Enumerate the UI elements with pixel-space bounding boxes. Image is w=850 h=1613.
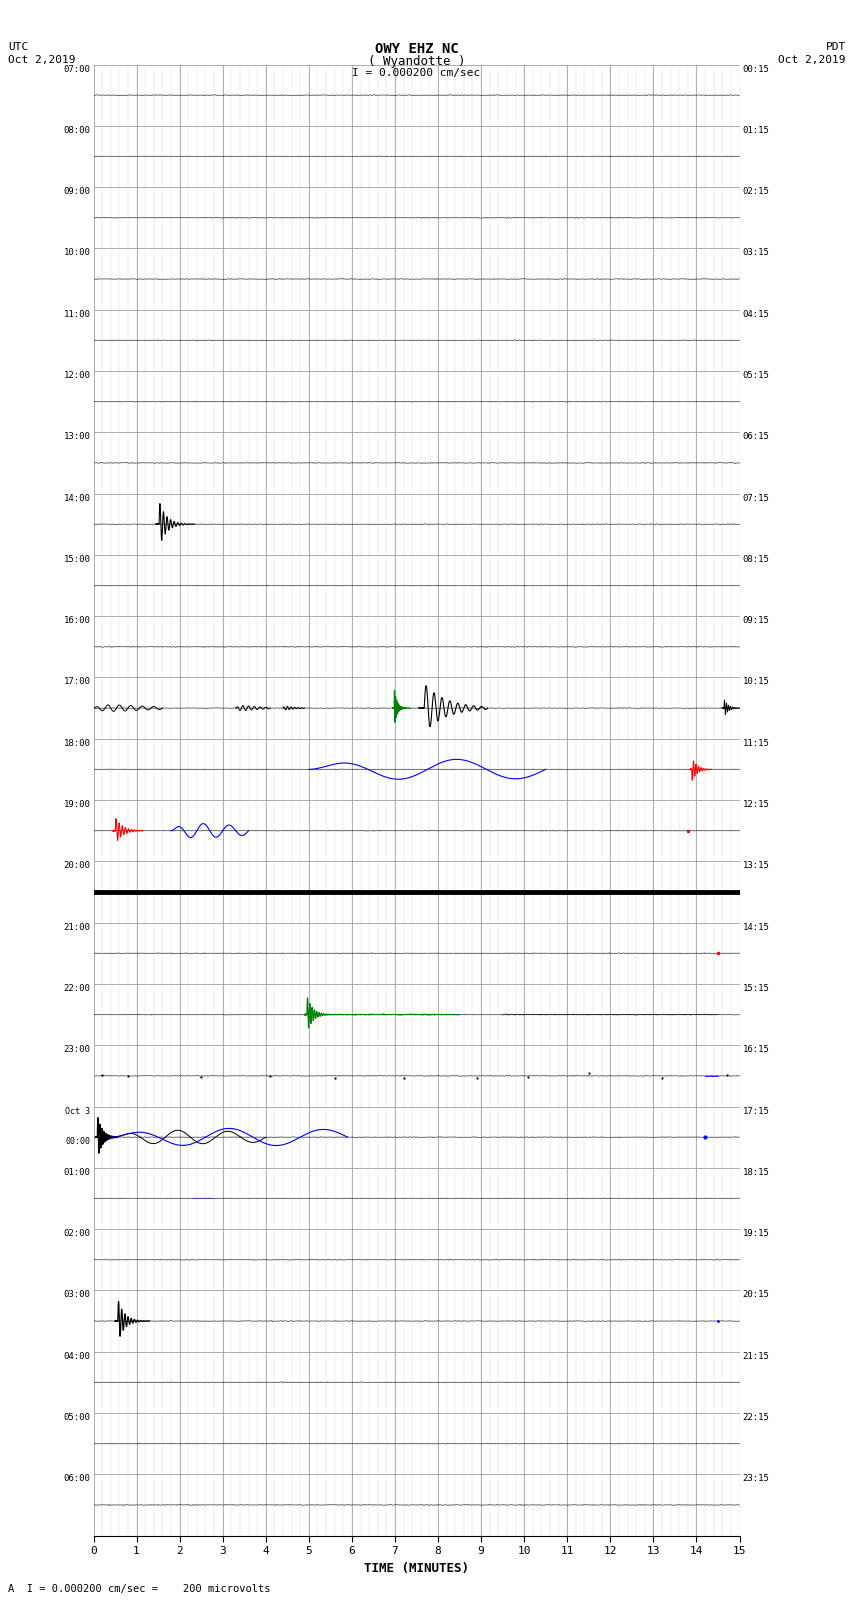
Text: Oct 3: Oct 3: [65, 1107, 90, 1116]
Text: 13:15: 13:15: [743, 861, 769, 871]
Text: 14:00: 14:00: [64, 494, 90, 503]
Text: 22:00: 22:00: [64, 984, 90, 994]
Text: 22:15: 22:15: [743, 1413, 769, 1423]
Text: 11:00: 11:00: [64, 310, 90, 319]
X-axis label: TIME (MINUTES): TIME (MINUTES): [364, 1561, 469, 1574]
Text: 04:00: 04:00: [64, 1352, 90, 1361]
Text: 15:15: 15:15: [743, 984, 769, 994]
Text: 06:00: 06:00: [64, 1474, 90, 1484]
Text: 18:00: 18:00: [64, 739, 90, 748]
Text: 00:00: 00:00: [65, 1137, 90, 1147]
Text: 12:15: 12:15: [743, 800, 769, 810]
Text: 15:00: 15:00: [64, 555, 90, 565]
Text: 20:00: 20:00: [64, 861, 90, 871]
Text: 19:15: 19:15: [743, 1229, 769, 1239]
Text: 16:00: 16:00: [64, 616, 90, 626]
Text: 07:00: 07:00: [64, 65, 90, 74]
Text: 04:15: 04:15: [743, 310, 769, 319]
Text: 06:15: 06:15: [743, 432, 769, 442]
Text: 18:15: 18:15: [743, 1168, 769, 1177]
Text: 05:15: 05:15: [743, 371, 769, 381]
Text: 00:15: 00:15: [743, 65, 769, 74]
Text: OWY EHZ NC: OWY EHZ NC: [375, 42, 458, 56]
Text: 21:00: 21:00: [64, 923, 90, 932]
Text: 23:15: 23:15: [743, 1474, 769, 1484]
Text: 16:15: 16:15: [743, 1045, 769, 1055]
Text: ( Wyandotte ): ( Wyandotte ): [368, 55, 465, 68]
Text: 09:15: 09:15: [743, 616, 769, 626]
Text: Oct 2,2019: Oct 2,2019: [779, 55, 846, 65]
Text: 10:15: 10:15: [743, 677, 769, 687]
Text: 17:15: 17:15: [743, 1107, 769, 1116]
Text: 01:15: 01:15: [743, 126, 769, 135]
Text: 08:00: 08:00: [64, 126, 90, 135]
Text: 23:00: 23:00: [64, 1045, 90, 1055]
Text: 02:15: 02:15: [743, 187, 769, 197]
Text: Oct 2,2019: Oct 2,2019: [8, 55, 76, 65]
Text: 02:00: 02:00: [64, 1229, 90, 1239]
Text: 03:15: 03:15: [743, 248, 769, 258]
Text: 10:00: 10:00: [64, 248, 90, 258]
Text: A  I = 0.000200 cm/sec =    200 microvolts: A I = 0.000200 cm/sec = 200 microvolts: [8, 1584, 271, 1594]
Text: 03:00: 03:00: [64, 1290, 90, 1300]
Text: UTC: UTC: [8, 42, 29, 52]
Text: PDT: PDT: [825, 42, 846, 52]
Text: 19:00: 19:00: [64, 800, 90, 810]
Text: 12:00: 12:00: [64, 371, 90, 381]
Text: 20:15: 20:15: [743, 1290, 769, 1300]
Text: 17:00: 17:00: [64, 677, 90, 687]
Text: 13:00: 13:00: [64, 432, 90, 442]
Text: 11:15: 11:15: [743, 739, 769, 748]
Text: I = 0.000200 cm/sec: I = 0.000200 cm/sec: [353, 68, 480, 77]
Text: 14:15: 14:15: [743, 923, 769, 932]
Text: 09:00: 09:00: [64, 187, 90, 197]
Text: 21:15: 21:15: [743, 1352, 769, 1361]
Text: 07:15: 07:15: [743, 494, 769, 503]
Text: 05:00: 05:00: [64, 1413, 90, 1423]
Text: 01:00: 01:00: [64, 1168, 90, 1177]
Text: 08:15: 08:15: [743, 555, 769, 565]
